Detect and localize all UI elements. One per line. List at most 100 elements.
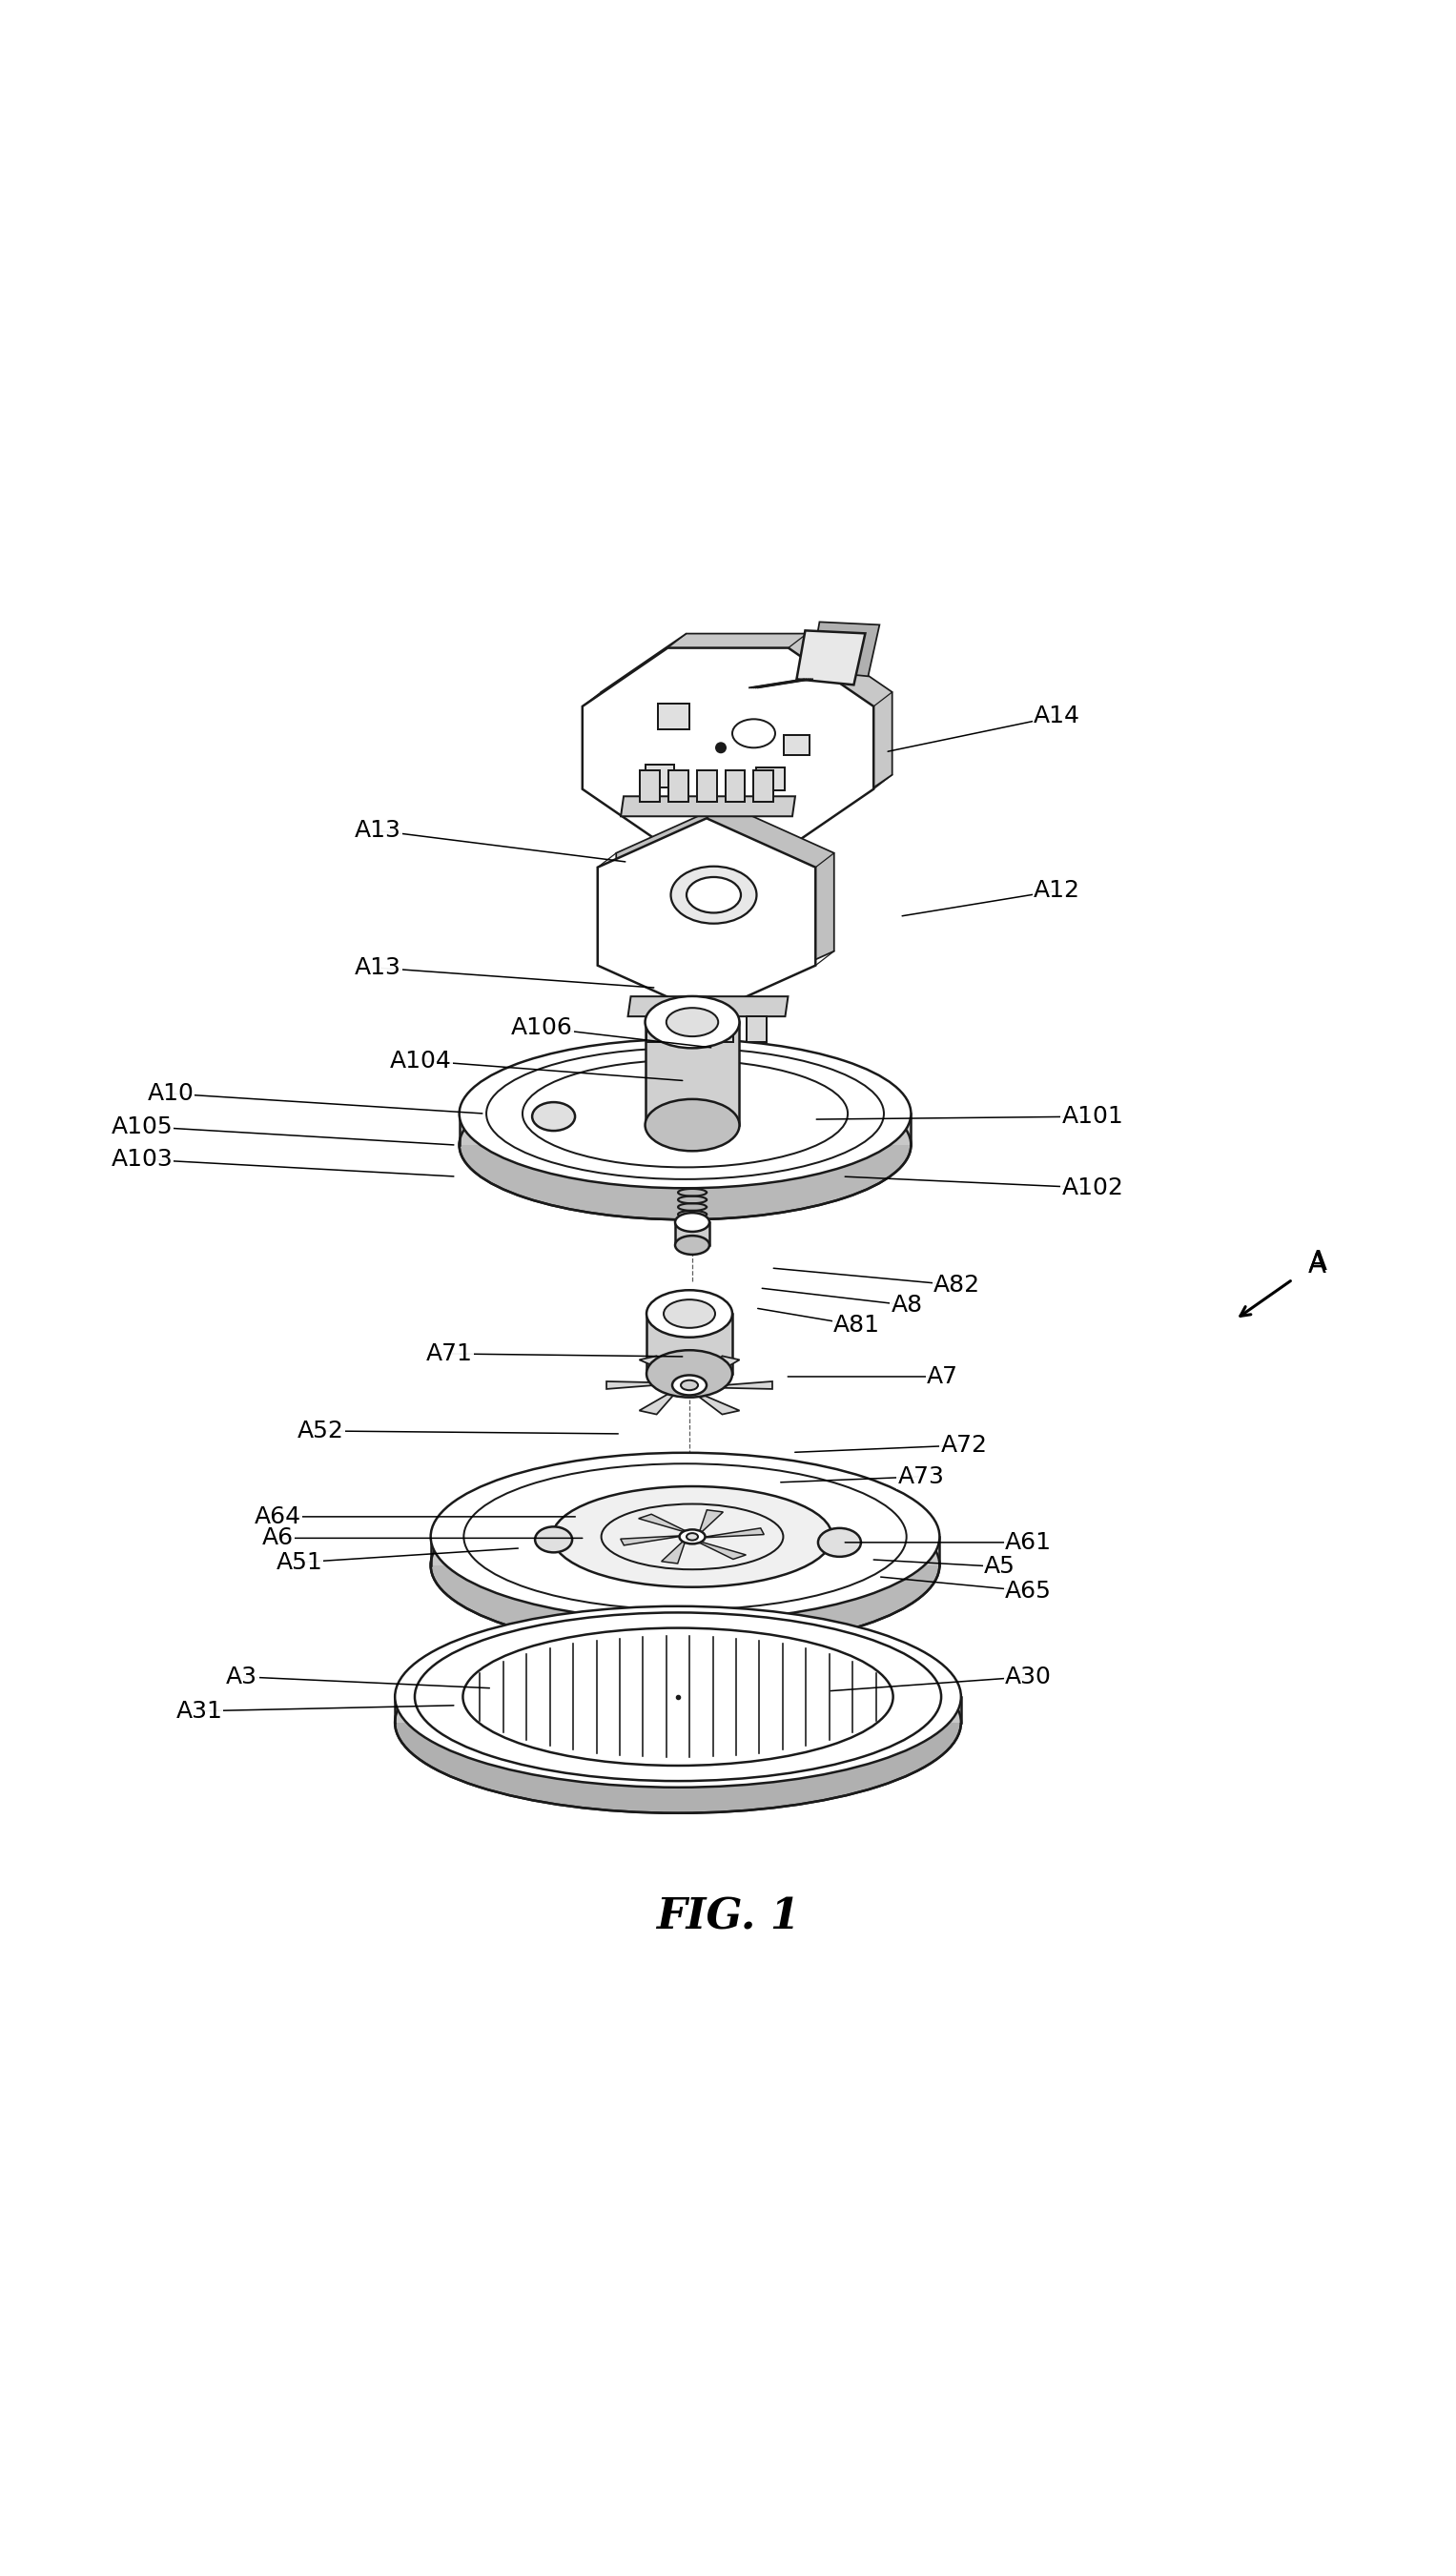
Ellipse shape (687, 1533, 697, 1540)
Polygon shape (811, 621, 879, 677)
Polygon shape (639, 1381, 693, 1414)
Text: A30: A30 (1005, 1664, 1051, 1687)
Polygon shape (668, 770, 689, 801)
Text: A81: A81 (833, 1314, 879, 1337)
Text: A14: A14 (1034, 706, 1080, 726)
Text: A72: A72 (941, 1435, 987, 1455)
Polygon shape (459, 1113, 911, 1146)
Ellipse shape (667, 1007, 718, 1036)
Ellipse shape (646, 1350, 732, 1396)
Polygon shape (754, 770, 773, 801)
Ellipse shape (431, 1481, 939, 1649)
Text: A71: A71 (427, 1342, 473, 1365)
Polygon shape (646, 1314, 732, 1373)
Ellipse shape (395, 1633, 961, 1814)
Ellipse shape (395, 1607, 961, 1788)
Text: A13: A13 (354, 956, 400, 979)
Text: A: A (1307, 1252, 1326, 1278)
Polygon shape (683, 1528, 764, 1538)
Polygon shape (661, 1533, 693, 1564)
Ellipse shape (818, 1528, 860, 1556)
Text: A73: A73 (898, 1466, 945, 1489)
Text: A105: A105 (111, 1115, 173, 1139)
Polygon shape (658, 703, 689, 729)
Polygon shape (431, 1538, 939, 1566)
Text: A106: A106 (511, 1018, 574, 1038)
Ellipse shape (463, 1628, 893, 1765)
Text: A104: A104 (390, 1048, 451, 1072)
Ellipse shape (687, 876, 741, 912)
Polygon shape (796, 631, 865, 685)
Polygon shape (395, 1698, 961, 1723)
Ellipse shape (646, 1291, 732, 1337)
Ellipse shape (459, 1072, 911, 1218)
Polygon shape (601, 634, 893, 832)
Polygon shape (747, 1018, 767, 1043)
Text: A3: A3 (226, 1664, 258, 1687)
Ellipse shape (645, 997, 740, 1048)
Polygon shape (600, 902, 814, 958)
Ellipse shape (664, 1298, 715, 1327)
Ellipse shape (531, 1103, 575, 1131)
Ellipse shape (415, 1613, 941, 1780)
Text: A8: A8 (891, 1293, 923, 1316)
Text: FIG. 1: FIG. 1 (657, 1896, 799, 1937)
Polygon shape (582, 649, 874, 848)
Ellipse shape (732, 719, 775, 747)
Text: A102: A102 (1061, 1177, 1124, 1200)
Text: A6: A6 (262, 1528, 294, 1551)
Polygon shape (645, 1023, 740, 1126)
Polygon shape (680, 1018, 700, 1043)
Polygon shape (686, 1355, 740, 1391)
Text: A12: A12 (1034, 878, 1080, 902)
Polygon shape (639, 1355, 700, 1388)
Ellipse shape (676, 1236, 709, 1255)
Ellipse shape (534, 1528, 572, 1553)
Polygon shape (639, 770, 660, 801)
Ellipse shape (645, 1100, 740, 1151)
Polygon shape (783, 734, 810, 755)
Polygon shape (646, 1018, 667, 1043)
Text: A: A (1309, 1249, 1328, 1275)
Polygon shape (676, 1381, 772, 1388)
Text: A101: A101 (1061, 1105, 1124, 1128)
Ellipse shape (671, 866, 757, 925)
Text: A10: A10 (147, 1082, 194, 1105)
Ellipse shape (681, 1381, 697, 1391)
Polygon shape (620, 796, 795, 817)
Polygon shape (620, 1535, 702, 1546)
Polygon shape (676, 1221, 709, 1244)
Text: A82: A82 (933, 1273, 980, 1296)
Polygon shape (616, 804, 834, 999)
Polygon shape (607, 1381, 703, 1388)
Text: A61: A61 (1005, 1530, 1051, 1553)
Polygon shape (692, 1510, 724, 1540)
Text: A5: A5 (984, 1556, 1015, 1579)
Polygon shape (628, 997, 788, 1018)
Polygon shape (725, 770, 745, 801)
Text: A13: A13 (354, 819, 400, 842)
Polygon shape (696, 770, 716, 801)
Ellipse shape (459, 1038, 911, 1188)
Ellipse shape (552, 1486, 833, 1587)
Polygon shape (597, 819, 815, 1015)
Ellipse shape (486, 1048, 884, 1180)
Text: A52: A52 (297, 1419, 344, 1443)
Text: A65: A65 (1005, 1579, 1051, 1602)
Ellipse shape (523, 1059, 847, 1167)
Text: A64: A64 (255, 1504, 301, 1528)
Text: A31: A31 (176, 1700, 223, 1723)
Text: A103: A103 (111, 1149, 173, 1172)
Polygon shape (757, 768, 785, 791)
Ellipse shape (464, 1463, 907, 1610)
Ellipse shape (676, 1213, 709, 1231)
Ellipse shape (680, 1530, 705, 1543)
Polygon shape (639, 1515, 702, 1538)
Ellipse shape (673, 1376, 706, 1396)
Polygon shape (683, 1535, 745, 1558)
Text: A51: A51 (275, 1551, 322, 1574)
Text: A7: A7 (926, 1365, 958, 1388)
Polygon shape (678, 1381, 740, 1414)
Ellipse shape (431, 1453, 939, 1620)
Circle shape (715, 742, 727, 752)
